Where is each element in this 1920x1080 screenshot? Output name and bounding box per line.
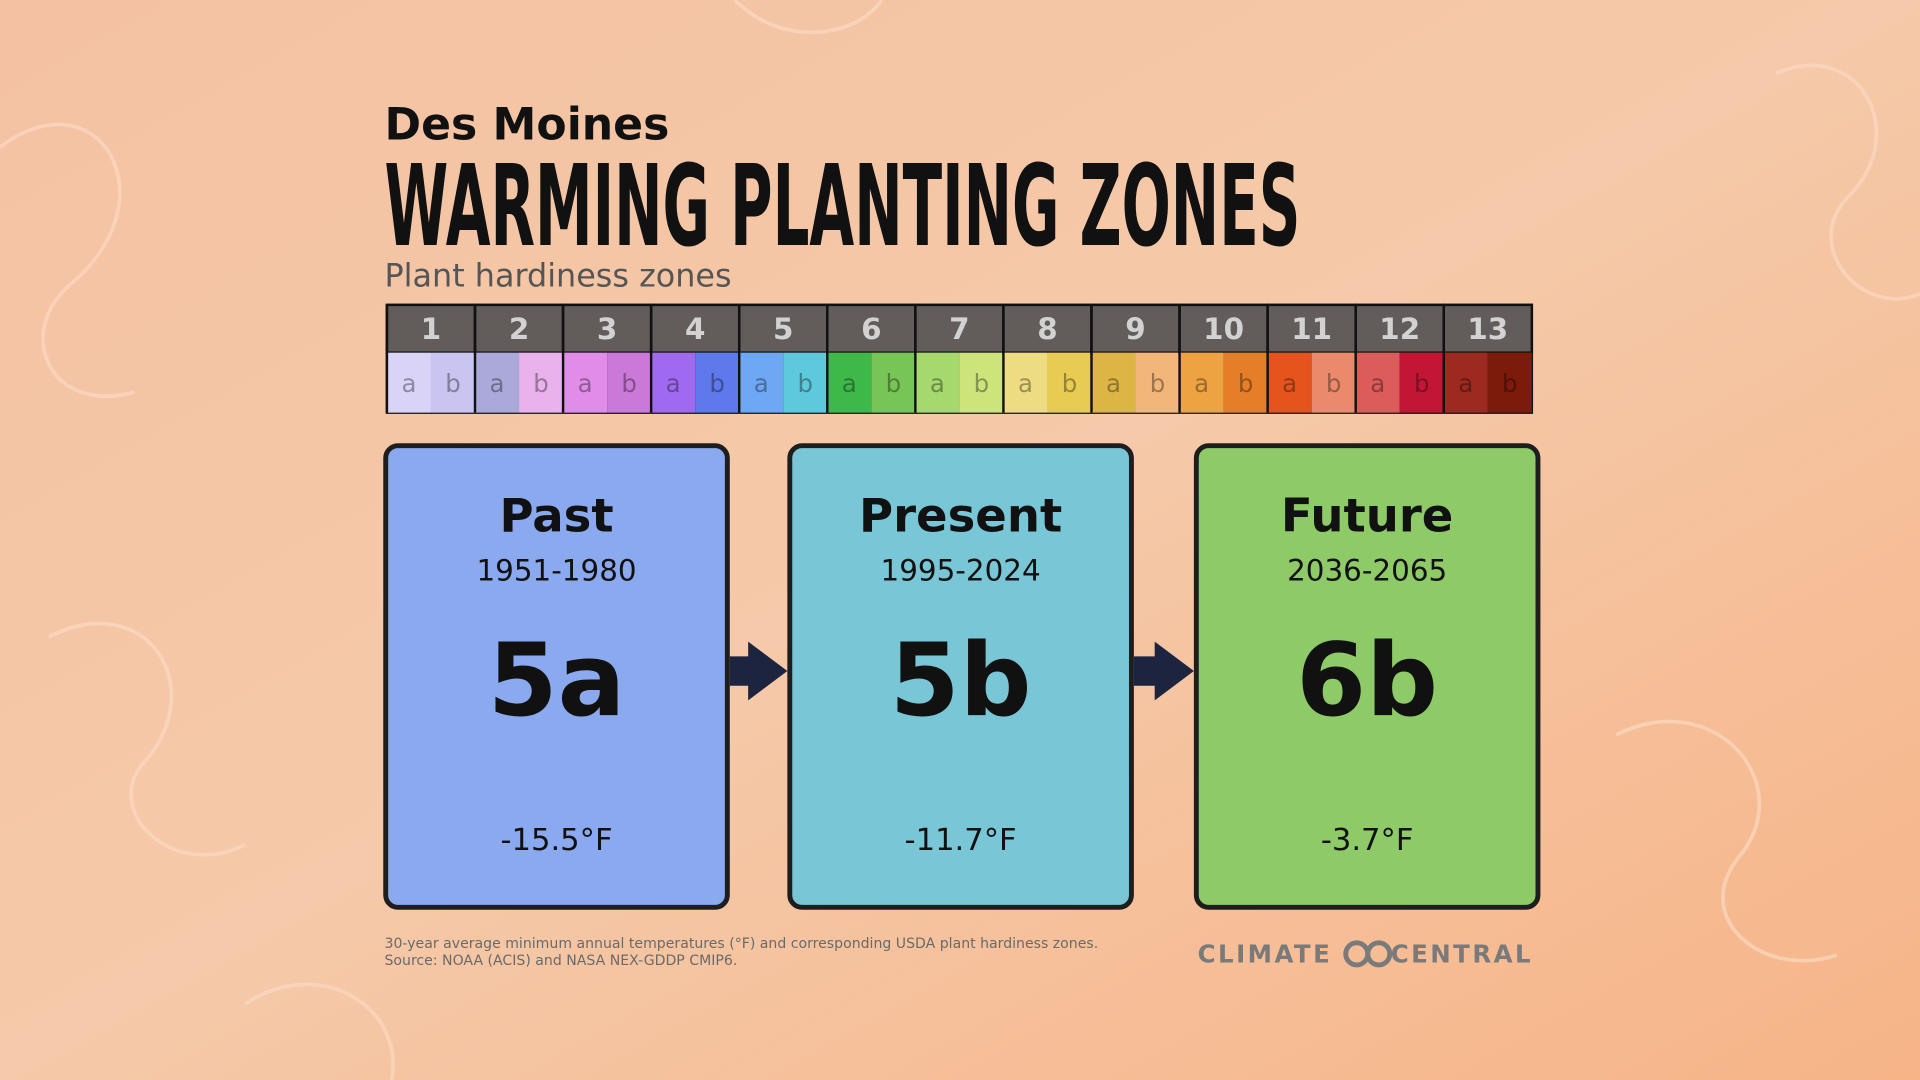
- zone-half: [1487, 352, 1532, 413]
- zone-half: [1267, 352, 1312, 413]
- card-years: 1995-2024: [881, 553, 1041, 587]
- zone-half: [651, 352, 696, 413]
- zone-number: 5: [773, 312, 793, 346]
- zone-half: [827, 352, 872, 413]
- zone-number: 7: [949, 312, 969, 346]
- zone-number: 6: [861, 312, 881, 346]
- zone-header: [914, 303, 1005, 354]
- zone-header: [826, 303, 917, 354]
- zone-number: 1: [421, 312, 441, 346]
- zone-letter: a: [490, 369, 505, 398]
- zone-half: [1135, 352, 1180, 413]
- zone-half: [1003, 352, 1048, 413]
- zone-half: [871, 352, 916, 413]
- zone-letter: a: [1018, 369, 1033, 398]
- footnote: 30-year average minimum annual temperatu…: [384, 936, 1098, 952]
- zone-letter: b: [1238, 369, 1254, 398]
- zone-letter: b: [886, 369, 902, 398]
- card: [787, 443, 1134, 910]
- zone-half: [1047, 352, 1092, 413]
- subtitle: Plant hardiness zones: [384, 257, 731, 295]
- zone-letter: a: [578, 369, 593, 398]
- zone-letter: b: [533, 369, 549, 398]
- zone-letter: a: [842, 369, 857, 398]
- zone-letter: a: [666, 369, 681, 398]
- zone-half: [475, 352, 520, 413]
- zone-half: [1179, 352, 1224, 413]
- card-temperature: -11.7°F: [905, 823, 1017, 858]
- zone-number: 2: [509, 312, 529, 346]
- zone-header: [1442, 303, 1534, 354]
- zone-half: [519, 352, 564, 413]
- zone-half: [915, 352, 960, 413]
- card-period: Present: [859, 488, 1062, 542]
- source: Source: NOAA (ACIS) and NASA NEX-GDDP CM…: [384, 953, 737, 969]
- zone-number: 11: [1291, 312, 1332, 346]
- zone-letter: b: [1150, 369, 1166, 398]
- zone-letter: b: [709, 369, 725, 398]
- zone-number: 3: [597, 312, 617, 346]
- zone-half: [1355, 352, 1400, 413]
- zone-letter: b: [1326, 369, 1342, 398]
- zone-letter: a: [1282, 369, 1297, 398]
- zone-half: [1223, 352, 1268, 413]
- card-period: Future: [1281, 488, 1453, 542]
- zone-letter: a: [1106, 369, 1121, 398]
- zone-half: [959, 352, 1004, 413]
- zone-number: 8: [1037, 312, 1057, 346]
- logo-text: CLIMATE: [1198, 939, 1333, 968]
- zone-letter: b: [1502, 369, 1518, 398]
- zone-half: [739, 352, 784, 413]
- card: [383, 443, 730, 910]
- cards: Past 1951-1980 5a -15.5°F Present 1995-2024 5b…: [383, 443, 1541, 910]
- zone-half: [695, 352, 740, 413]
- arrow: [1133, 641, 1194, 701]
- zone-letter: b: [797, 369, 813, 398]
- location: Des Moines: [384, 100, 669, 151]
- zone-letter: b: [1414, 369, 1430, 398]
- zone-half: [1091, 352, 1136, 413]
- zone-letter: a: [401, 369, 416, 398]
- zone-letter: a: [1458, 369, 1473, 398]
- zone-half: [783, 352, 828, 413]
- zone-number: 9: [1125, 312, 1145, 346]
- zone-letter: a: [1370, 369, 1385, 398]
- zone-letter: a: [754, 369, 769, 398]
- arrow: [729, 641, 788, 701]
- card-zone: 5b: [890, 622, 1032, 739]
- zone-half: [1443, 352, 1488, 413]
- card-zone: 6b: [1296, 622, 1438, 739]
- zone-letter: b: [1062, 369, 1078, 398]
- zone-number: 13: [1467, 312, 1508, 346]
- zone-header: [1002, 303, 1093, 354]
- zone-letter: a: [930, 369, 945, 398]
- zone-half: [563, 352, 608, 413]
- zone-half: [1311, 352, 1356, 413]
- logo-mark: [1365, 940, 1393, 968]
- title: WARMING PLANTING ZONES: [384, 140, 1300, 272]
- zone-half: [386, 352, 431, 413]
- card-temperature: -15.5°F: [500, 823, 612, 858]
- card: [1193, 443, 1541, 910]
- zone-letter: b: [974, 369, 990, 398]
- zone-number: 10: [1203, 312, 1244, 346]
- zone-number: 12: [1379, 312, 1420, 346]
- zone-letter: b: [445, 369, 461, 398]
- card-zone: 5a: [488, 622, 626, 739]
- zone-half: [430, 352, 476, 413]
- zone-half: [1399, 352, 1444, 413]
- card-years: 1951-1980: [476, 553, 636, 587]
- card-years: 2036-2065: [1287, 553, 1447, 587]
- zone-letter: b: [621, 369, 637, 398]
- zone-letter: a: [1194, 369, 1209, 398]
- card-temperature: -3.7°F: [1321, 823, 1414, 858]
- zone-half: [607, 352, 652, 413]
- card-period: Past: [499, 488, 613, 542]
- zone-number: 4: [685, 312, 705, 346]
- logo-text: CENTRAL: [1391, 939, 1533, 968]
